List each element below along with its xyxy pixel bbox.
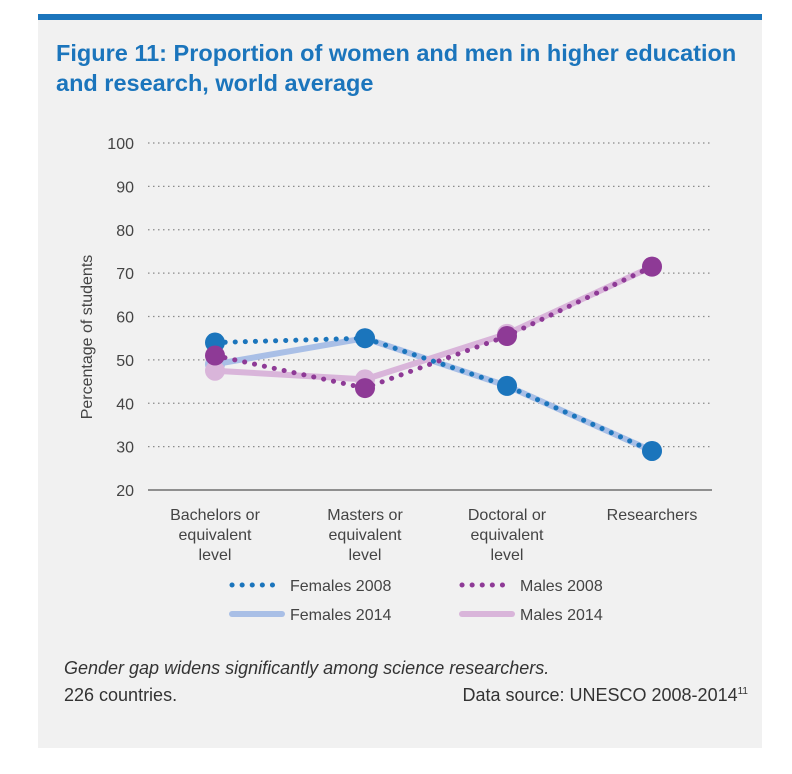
data-point [355,328,375,349]
data-point [497,326,517,347]
y-axis-ticks: 20 30 40 50 60 70 80 90 100 [107,136,134,500]
series-males-2008 [205,256,662,399]
y-tick-label: 80 [116,223,134,240]
series-line [212,264,655,391]
legend-item: Males 2008 [459,578,603,595]
line-chart: 20 30 40 50 60 70 80 90 100 Percentage of studen… [79,136,712,624]
x-tick-label: Researchers [607,507,698,524]
figure-caption: Gender gap widens significantly among sc… [64,658,550,678]
legend-item: Females 2008 [229,578,391,595]
x-tick-label-line: Bachelors or [170,507,260,524]
x-tick-label-line: equivalent [471,527,545,544]
legend-item: Females 2014 [229,607,391,624]
chart-series [205,256,662,461]
data-point [642,256,662,277]
data-source-text: Data source: UNESCO 2008-2014 [462,685,738,705]
x-tick-label-line: Doctoral or [468,507,547,524]
figure-panel [38,14,762,748]
figure-title: Figure 11: Proportion of women and men i… [56,40,737,96]
series-females-2008 [205,328,662,461]
x-tick-label: Bachelors or equivalent level [170,507,260,564]
y-tick-label: 40 [116,396,134,413]
x-tick-label-line: Masters or [327,507,403,524]
chart-grid [148,142,712,448]
x-tick-label: Masters or equivalent level [327,507,403,564]
y-tick-label: 50 [116,353,134,370]
y-tick-label: 20 [116,483,134,500]
legend-label: Males 2008 [520,578,603,595]
x-tick-label-line: equivalent [179,527,253,544]
legend-label: Females 2014 [290,607,391,624]
series-line [212,335,655,454]
countries-note: 226 countries. [64,685,178,705]
series-females-2014 [205,328,662,461]
y-axis-label: Percentage of students [79,255,96,420]
y-tick-label: 70 [116,266,134,283]
y-tick-label: 90 [116,179,134,196]
legend-label: Females 2008 [290,578,391,595]
y-tick-label: 60 [116,310,134,327]
legend-label: Males 2014 [520,607,603,624]
data-source-footnote: 11 [737,686,748,697]
y-tick-label: 30 [116,440,134,457]
y-tick-label: 100 [107,136,134,153]
data-point [355,378,375,399]
x-tick-label-line: level [349,547,382,564]
data-source: Data source: UNESCO 2008-201411 [462,685,748,706]
data-point [205,345,225,366]
data-point [205,360,225,381]
x-tick-label-line: level [199,547,232,564]
chart-legend: Females 2008 Males 2008 Females 2014 Males … [229,578,603,624]
x-tick-label-line: equivalent [329,527,403,544]
x-tick-label: Doctoral or equivalent level [468,507,547,564]
x-axis-ticks: Bachelors or equivalent level Masters or equ… [170,507,697,564]
data-point [497,375,517,396]
data-point [642,440,662,461]
x-tick-label-line: Researchers [607,507,698,524]
x-tick-label-line: level [491,547,524,564]
legend-item: Males 2014 [459,607,603,624]
